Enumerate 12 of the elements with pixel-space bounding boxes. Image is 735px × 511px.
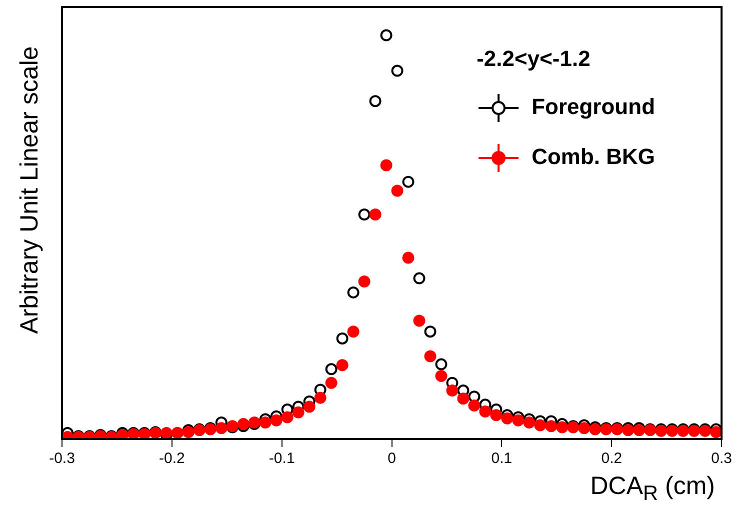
x-tick-label: 0.3 (711, 450, 732, 468)
x-tick-label: 0.2 (601, 450, 622, 468)
x-tick-label: -0.1 (268, 450, 295, 468)
x-tick-label: -0.3 (49, 450, 75, 468)
legend-title: -2.2<y<-1.2 (476, 46, 590, 72)
y-axis-title: Arbitrary Unit Linear scale (16, 46, 44, 334)
legend-label: Comb. BKG (532, 144, 656, 170)
x-tick-label: 0 (388, 450, 396, 468)
x-axis-title: DCA$_{R}$ (cm) (590, 472, 715, 506)
x-tick-label: -0.2 (159, 450, 185, 468)
x-tick-label: 0.1 (491, 450, 512, 468)
legend-label: Foreground (532, 94, 656, 120)
